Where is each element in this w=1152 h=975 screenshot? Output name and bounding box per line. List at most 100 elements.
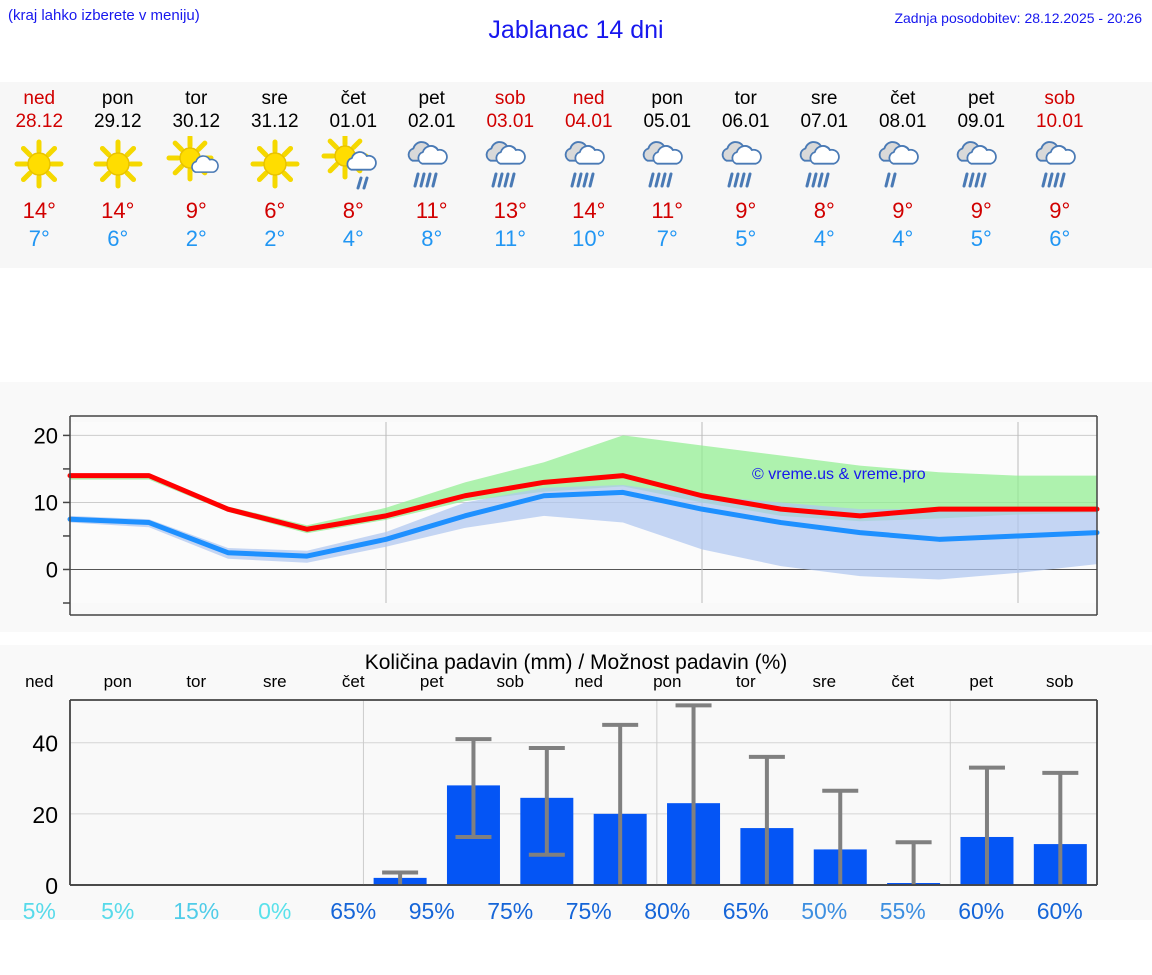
temp-min: 10° <box>572 226 606 251</box>
day-of-week: sre <box>261 88 288 109</box>
day-of-week: pet <box>418 88 445 109</box>
temp-max: 11° <box>415 198 448 223</box>
precipitation-day-label: tor <box>186 672 207 691</box>
precipitation-day-label: sob <box>496 672 524 691</box>
day-date: 28.12 <box>15 111 64 132</box>
temp-max: 9° <box>970 198 992 223</box>
cloud-rain-icon <box>635 135 699 193</box>
menu-hint: (kraj lahko izberete v meniju) <box>8 7 200 24</box>
day-column[interactable]: pet 09.01 9° 5° <box>942 82 1021 268</box>
day-column[interactable]: čet 08.01 9° 4° <box>864 82 943 268</box>
svg-text:10: 10 <box>34 490 58 515</box>
precipitation-day-label: čet <box>891 672 915 691</box>
sun-cloud-icon <box>164 135 228 193</box>
day-of-week: ned <box>23 88 56 109</box>
cloud-rain-icon <box>478 135 542 193</box>
last-updated: Zadnja posodobitev: 28.12.2025 - 20:26 <box>894 10 1142 26</box>
temp-max: 8° <box>813 198 835 223</box>
day-of-week: pon <box>651 88 684 109</box>
precipitation-probability: 50% <box>801 898 848 924</box>
temp-max: 9° <box>735 198 757 223</box>
day-column[interactable]: tor 06.01 9° 5° <box>707 82 786 268</box>
day-date: 01.01 <box>329 111 378 132</box>
day-date: 07.01 <box>800 111 849 132</box>
temp-max: 8° <box>342 198 364 223</box>
precipitation-probability: 5% <box>101 898 135 924</box>
day-of-week: ned <box>572 88 605 109</box>
precipitation-day-label: ned <box>25 672 54 691</box>
day-column[interactable]: pon 05.01 11° 7° <box>628 82 707 268</box>
svg-text:0: 0 <box>46 557 58 582</box>
precipitation-chart-panel: Količina padavin (mm) / Možnost padavin … <box>0 645 1152 920</box>
day-column[interactable]: pet 02.01 11° 8° <box>393 82 472 268</box>
precipitation-day-labels: ned pon tor sre čet pet sob ned pon tor sre čet pet s… <box>0 672 1152 696</box>
precipitation-probability: 0% <box>258 898 292 924</box>
day-column[interactable]: sre 31.12 6° 2° <box>236 82 315 268</box>
precipitation-day-label: pon <box>653 672 682 691</box>
temp-min: 7° <box>28 226 50 251</box>
day-of-week: sob <box>494 88 526 109</box>
temp-min: 11° <box>494 226 527 251</box>
temp-min: 5° <box>735 226 757 251</box>
precipitation-probability: 65% <box>330 898 377 924</box>
day-date: 30.12 <box>172 111 221 132</box>
temp-max: 11° <box>651 198 684 223</box>
cloud-rain-light-icon <box>871 135 935 193</box>
temp-max: 14° <box>572 198 606 223</box>
temp-min: 5° <box>970 226 992 251</box>
precipitation-day-label: sob <box>1046 672 1074 691</box>
temp-min: 6° <box>107 226 129 251</box>
precipitation-probability: 75% <box>487 898 534 924</box>
day-column[interactable]: ned 28.12 14° 7° <box>0 82 79 268</box>
temp-min: 7° <box>656 226 678 251</box>
svg-text:20: 20 <box>34 423 58 448</box>
precipitation-probability: 55% <box>879 898 926 924</box>
temp-min: 4° <box>813 226 835 251</box>
precipitation-day-label: čet <box>341 672 365 691</box>
temperature-plot: 0 10 20 <box>0 382 1152 632</box>
precipitation-day-label: sre <box>262 672 287 691</box>
precipitation-day-label: pon <box>103 672 132 691</box>
temp-max: 13° <box>493 198 527 223</box>
page-header: (kraj lahko izberete v meniju) Jablanac … <box>0 0 1152 60</box>
precipitation-day-label: pet <box>969 672 994 691</box>
precipitation-probability: 95% <box>408 898 455 924</box>
day-of-week: sre <box>811 88 838 109</box>
day-date: 10.01 <box>1035 111 1084 132</box>
temp-min: 8° <box>421 226 443 251</box>
day-column[interactable]: sob 03.01 13° 11° <box>471 82 550 268</box>
temp-min: 4° <box>342 226 364 251</box>
day-of-week: sob <box>1044 88 1076 109</box>
day-date: 06.01 <box>721 111 770 132</box>
day-column[interactable]: pon 29.12 14° 6° <box>79 82 158 268</box>
sun-icon <box>86 135 150 193</box>
temp-max: 6° <box>264 198 286 223</box>
day-date: 04.01 <box>564 111 613 132</box>
temp-min: 2° <box>264 226 286 251</box>
precipitation-probability: 60% <box>958 898 1005 924</box>
day-of-week: pon <box>101 88 134 109</box>
sun-icon <box>243 135 307 193</box>
day-of-week: čet <box>890 88 916 109</box>
temp-max: 9° <box>185 198 207 223</box>
cloud-rain-icon <box>1028 135 1092 193</box>
precipitation-probability: 75% <box>565 898 612 924</box>
day-column[interactable]: tor 30.12 9° 2° <box>157 82 236 268</box>
day-of-week: pet <box>968 88 995 109</box>
precipitation-probabilities: 5% 5% 15% 0% 65% 95% 75% 75% 80% 65% 50% 55% 60% 60% <box>0 898 1152 938</box>
day-column[interactable]: sob 10.01 9° 6° <box>1021 82 1100 268</box>
day-of-week: tor <box>734 88 757 109</box>
day-date: 31.12 <box>250 111 299 132</box>
temp-max: 9° <box>892 198 914 223</box>
day-date: 09.01 <box>957 111 1006 132</box>
day-of-week: čet <box>340 88 366 109</box>
forecast-days-strip: ned 28.12 14° 7° pon 29.12 14° 6° tor 30.12 9° 2° s… <box>0 82 1152 268</box>
precipitation-chart-title: Količina padavin (mm) / Možnost padavin … <box>364 651 788 674</box>
day-column[interactable]: ned 04.01 14° 10° <box>550 82 629 268</box>
day-column[interactable]: sre 07.01 8° 4° <box>785 82 864 268</box>
cloud-rain-icon <box>792 135 856 193</box>
day-date: 05.01 <box>643 111 692 132</box>
temp-max: 14° <box>101 198 135 223</box>
day-column[interactable]: čet 01.01 8° 4° <box>314 82 393 268</box>
